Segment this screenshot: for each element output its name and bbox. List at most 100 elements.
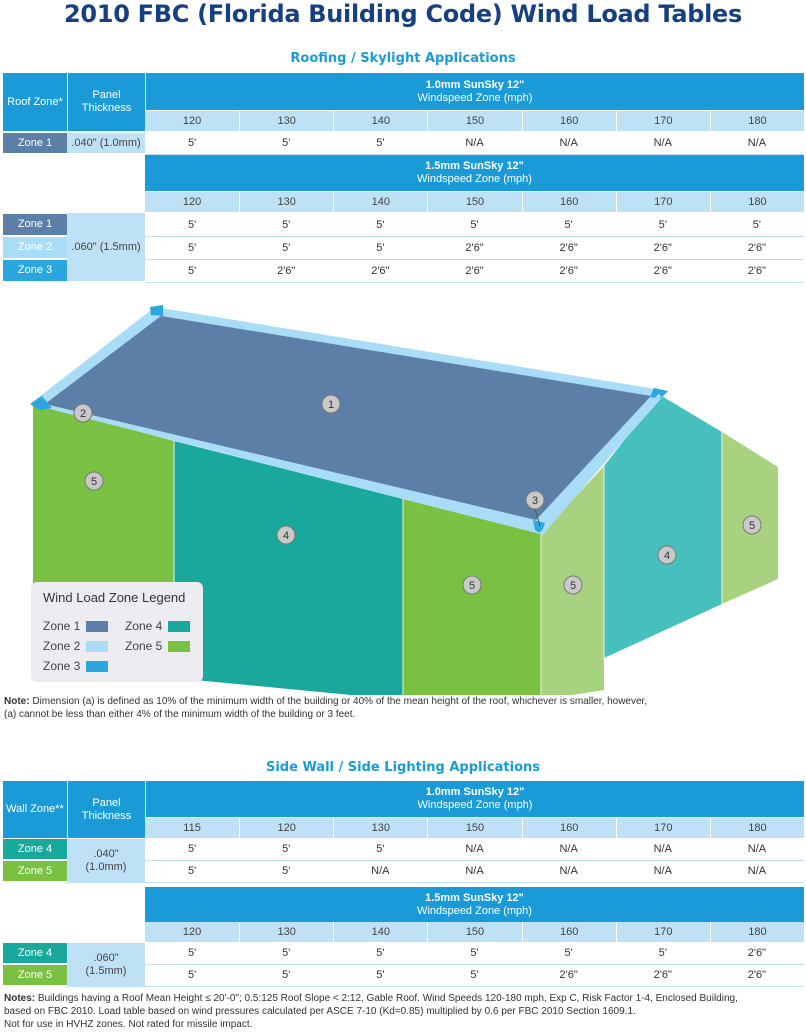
windspeed-header-cell: 120 bbox=[239, 818, 334, 838]
windspeed-header-cell: 150 bbox=[427, 192, 522, 212]
table-cell: 2'6" bbox=[615, 237, 710, 260]
table-cell: 2'6" bbox=[709, 965, 804, 987]
legend-label: Zone 1 bbox=[43, 619, 81, 633]
windspeed-header-cell: 150 bbox=[427, 818, 522, 838]
windspeed-header-cell: 120 bbox=[145, 922, 240, 942]
legend-swatch bbox=[168, 620, 191, 632]
table-cell: N/A bbox=[427, 839, 522, 861]
table-cell: 5' bbox=[615, 943, 710, 965]
roof-zone-header: Roof Zone* bbox=[3, 73, 67, 131]
roof-zone1 bbox=[45, 316, 651, 520]
windspeed-header-cell: 170 bbox=[615, 922, 710, 942]
table-cell: 2'6" bbox=[521, 260, 616, 283]
dimension-note: Note: Dimension (a) is defined as 10% of… bbox=[4, 695, 802, 721]
legend-swatch bbox=[168, 640, 191, 652]
windspeed-header-cell: 130 bbox=[239, 192, 334, 212]
notes-line2: based on FBC 2010. Load table based on w… bbox=[4, 1006, 636, 1017]
table-cell: 2'6" bbox=[709, 260, 804, 283]
table-cell: 2'6" bbox=[427, 237, 522, 260]
side-wall-zone4 bbox=[174, 441, 403, 695]
legend-swatch bbox=[86, 660, 109, 672]
windspeed-header-cell: 170 bbox=[615, 111, 710, 131]
table-cell: 5' bbox=[521, 214, 616, 237]
zone-label-cell: Zone 5 bbox=[3, 861, 67, 881]
legend-item: Zone 2 bbox=[43, 639, 109, 653]
table-cell: N/A bbox=[709, 839, 804, 861]
table-cell: N/A bbox=[521, 839, 616, 861]
marker-label: 1 bbox=[328, 399, 334, 411]
table-cell: 2'6" bbox=[709, 237, 804, 260]
product-header: 1.5mm SunSky 12" Windspeed Zone (mph) bbox=[145, 155, 804, 191]
thickness-inches: .040" bbox=[93, 848, 119, 860]
legend-label: Zone 3 bbox=[43, 659, 81, 673]
windspeed-header-cell: 150 bbox=[427, 111, 522, 131]
windspeed-header-cell: 160 bbox=[521, 111, 616, 131]
thickness-mm: (1.0mm) bbox=[85, 861, 127, 873]
zone-marker: 4 bbox=[276, 525, 296, 545]
table-cell: 5' bbox=[239, 214, 334, 237]
legend-title: Wind Load Zone Legend bbox=[43, 590, 186, 605]
note-text: Dimension (a) is defined as 10% of the m… bbox=[29, 696, 648, 707]
panel-thickness-cell: .040" (1.0mm) bbox=[67, 839, 145, 883]
table-cell: 5' bbox=[239, 861, 334, 883]
notes-line1: Buildings having a Roof Mean Height ≤ 20… bbox=[35, 993, 738, 1004]
note-text-line2: (a) cannot be less than either 4% of the… bbox=[4, 709, 356, 720]
table-cell: 2'6" bbox=[521, 237, 616, 260]
zone-marker: 5 bbox=[84, 471, 104, 491]
windspeed-header-cell: 170 bbox=[615, 818, 710, 838]
marker-label: 4 bbox=[283, 530, 289, 542]
panel-thickness-header: Panel Thickness bbox=[67, 781, 145, 838]
table-cell: 5' bbox=[239, 965, 334, 987]
product-name: 1.0mm SunSky 12" bbox=[425, 786, 525, 798]
table-cell: N/A bbox=[427, 861, 522, 883]
roofing-table: Roof Zone* Panel Thickness 1.0mm SunSky … bbox=[3, 73, 804, 283]
zone-label-cell: Zone 5 bbox=[3, 965, 67, 985]
roof-zone3-corner bbox=[30, 396, 52, 410]
notes-label: Notes: bbox=[4, 993, 36, 1004]
table-cell: 2'6" bbox=[239, 260, 334, 283]
panel-thickness-cell: .040" (1.0mm) bbox=[67, 133, 145, 153]
table-cell: 2'6" bbox=[615, 260, 710, 283]
table-cell: 5' bbox=[333, 965, 428, 987]
building-diagram: 1 2 3 4 4 5 5 5 5 bbox=[30, 305, 778, 695]
marker-label: 5 bbox=[749, 520, 755, 532]
marker-label: 5 bbox=[570, 580, 576, 592]
product-header: 1.0mm SunSky 12" Windspeed Zone (mph) bbox=[145, 73, 804, 110]
table-cell: 2'6" bbox=[521, 965, 616, 987]
note-label: Note: bbox=[4, 696, 30, 707]
legend-label: Zone 4 bbox=[125, 619, 163, 633]
marker-label: 3 bbox=[532, 495, 538, 507]
table-cell: N/A bbox=[427, 133, 522, 155]
table-cell: N/A bbox=[521, 133, 616, 155]
legend-label: Zone 2 bbox=[43, 639, 81, 653]
product-name: 1.5mm SunSky 12" bbox=[425, 892, 524, 904]
sidewall-table: Wall Zone** Panel Thickness 1.0mm SunSky… bbox=[3, 781, 804, 987]
roof-zone3-corner bbox=[150, 305, 163, 316]
table-cell: 5' bbox=[145, 861, 240, 883]
zone-legend: Wind Load Zone Legend Zone 1 Zone 2 Zone… bbox=[31, 582, 203, 682]
thickness-inches: .060" bbox=[93, 952, 119, 964]
table-cell: 2'6" bbox=[615, 965, 710, 987]
zone-label-cell: Zone 4 bbox=[3, 943, 67, 963]
windspeed-header-cell: 140 bbox=[333, 922, 428, 942]
windspeed-header-cell: 130 bbox=[333, 818, 428, 838]
wall-zone-header: Wall Zone** bbox=[3, 781, 67, 838]
table-cell: 5' bbox=[145, 965, 240, 987]
roof-zone3-corner bbox=[650, 388, 668, 399]
panel-thickness-cell: .060" (1.5mm) bbox=[67, 943, 145, 987]
thickness-mm: (1.5mm) bbox=[85, 965, 127, 977]
table-cell: 5' bbox=[145, 214, 240, 237]
table-cell: 5' bbox=[239, 237, 334, 260]
windspeed-header-cell: 180 bbox=[709, 922, 804, 942]
windspeed-subtitle: Windspeed Zone (mph) bbox=[417, 905, 532, 917]
table-cell: 5' bbox=[333, 943, 428, 965]
windspeed-header-cell: 180 bbox=[709, 192, 804, 212]
table-cell: 5' bbox=[145, 943, 240, 965]
legend-item: Zone 3 bbox=[43, 659, 109, 673]
table-cell: 5' bbox=[145, 839, 240, 861]
zone-marker: 5 bbox=[742, 515, 762, 535]
windspeed-header-cell: 120 bbox=[145, 192, 240, 212]
windspeed-subtitle: Windspeed Zone (mph) bbox=[417, 91, 533, 104]
windspeed-subtitle: Windspeed Zone (mph) bbox=[417, 799, 533, 811]
zone-marker: 4 bbox=[657, 545, 677, 565]
